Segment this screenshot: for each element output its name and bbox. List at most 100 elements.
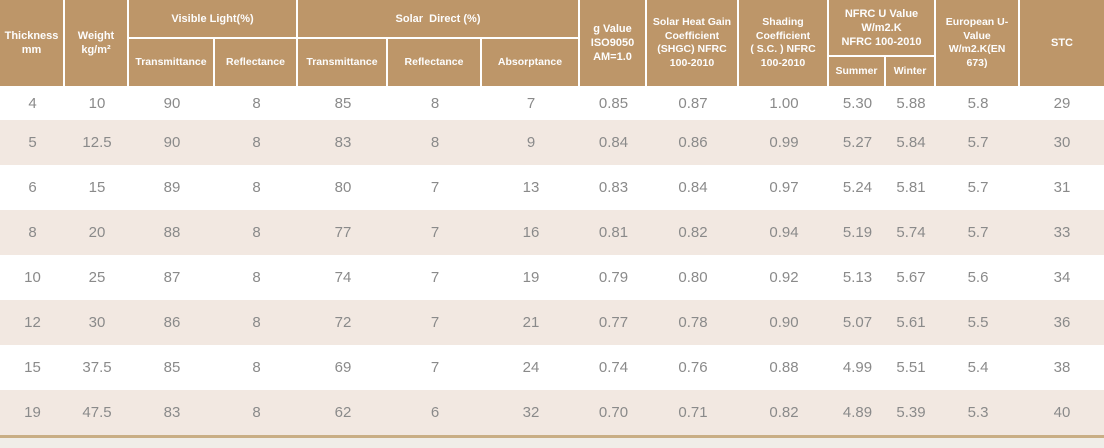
table-cell: 15 — [24, 359, 41, 376]
table-cell: 4 — [28, 94, 37, 112]
col-header-stc: STC — [1020, 0, 1104, 86]
table-cell: 9 — [526, 134, 536, 151]
table-body: 4 10 90 8 85 8 7 0.85 0.87 1.00 5.30 5.88 5.8 29 5 12.5… — [0, 86, 1104, 435]
col-header-solar-transmittance: Transmittance — [298, 39, 388, 86]
col-header-solar-reflectance: Reflectance — [388, 39, 482, 86]
col-header-thickness: Thickness mm — [0, 0, 65, 86]
table-cell: 0.70 — [598, 404, 629, 421]
col-header-visible-transmittance: Transmittance — [129, 39, 215, 86]
table-cell: 8 — [252, 404, 261, 421]
table-cell: 10 — [24, 269, 41, 286]
table-cell: 85 — [334, 94, 352, 112]
table-cell: 62 — [334, 404, 352, 421]
table-row: 10 25 87 8 74 7 19 0.79 0.80 0.92 5.13 5.67 5.6 34 — [0, 255, 1104, 300]
table-cell: 0.80 — [678, 269, 708, 286]
table-cell: 0.76 — [678, 359, 708, 376]
col-group-nfrc-u-value: NFRC U Value W/m2.K NFRC 100-2010 — [829, 0, 936, 57]
table-cell: 8 — [252, 134, 261, 151]
table-cell: 5.27 — [842, 134, 873, 151]
table-cell: 5.84 — [896, 134, 926, 151]
table-cell: 0.81 — [598, 224, 629, 241]
table-cell: 5.6 — [967, 269, 989, 286]
table-cell: 5.61 — [896, 314, 926, 331]
table-row: 15 37.5 85 8 69 7 24 0.74 0.76 0.88 4.99 5.51 5.4 38 — [0, 345, 1104, 390]
table-cell: 69 — [334, 359, 352, 376]
table-cell: 34 — [1053, 269, 1071, 286]
table-cell: 7 — [430, 314, 440, 331]
table-cell: 83 — [334, 134, 352, 151]
table-cell: 0.85 — [598, 94, 629, 112]
table-cell: 0.79 — [598, 269, 629, 286]
table-cell: 0.82 — [678, 224, 708, 241]
table-row: 19 47.5 83 8 62 6 32 0.70 0.71 0.82 4.89 5.39 5.3 40 — [0, 390, 1104, 435]
table-cell: 0.97 — [769, 179, 799, 196]
table-cell: 5.39 — [896, 404, 926, 421]
table-cell: 8 — [252, 359, 261, 376]
table-cell: 8 — [252, 314, 261, 331]
table-cell: 80 — [334, 179, 352, 196]
table-cell: 0.82 — [769, 404, 799, 421]
table-cell: 74 — [334, 269, 352, 286]
table-cell: 7 — [430, 179, 440, 196]
table-cell: 5.81 — [896, 179, 926, 196]
table-cell: 5.4 — [967, 359, 989, 376]
table-cell: 0.87 — [678, 94, 708, 112]
table-cell: 29 — [1053, 94, 1071, 112]
table-cell: 36 — [1053, 314, 1071, 331]
table-cell: 0.77 — [598, 314, 629, 331]
table-cell: 0.99 — [769, 134, 799, 151]
table-cell: 5.74 — [896, 224, 926, 241]
col-header-solar-absorptance: Absorptance — [482, 39, 580, 86]
table-cell: 33 — [1053, 224, 1071, 241]
table-cell: 7 — [430, 359, 440, 376]
table-cell: 31 — [1053, 179, 1071, 196]
table-cell: 0.78 — [678, 314, 708, 331]
table-row: 6 15 89 8 80 7 13 0.83 0.84 0.97 5.24 5.81 5.7 31 — [0, 165, 1104, 210]
table-cell: 37.5 — [82, 359, 112, 376]
table-cell: 87 — [163, 269, 181, 286]
table-cell: 8 — [28, 224, 37, 241]
table-cell: 5.7 — [967, 134, 989, 151]
table-cell: 20 — [88, 224, 106, 241]
table-cell: 5.7 — [967, 224, 989, 241]
table-cell: 0.83 — [598, 179, 629, 196]
table-cell: 30 — [1053, 134, 1071, 151]
col-group-visible-light: Visible Light(%) — [129, 0, 298, 39]
table-cell: 21 — [522, 314, 540, 331]
table-cell: 0.86 — [678, 134, 708, 151]
table-cell: 8 — [252, 224, 261, 241]
table-bottom-border — [0, 435, 1104, 438]
table-cell: 19 — [522, 269, 540, 286]
table-cell: 0.90 — [769, 314, 799, 331]
table-cell: 0.74 — [598, 359, 629, 376]
table-cell: 5.51 — [896, 359, 926, 376]
table-cell: 12.5 — [82, 134, 112, 151]
table-row: 8 20 88 8 77 7 16 0.81 0.82 0.94 5.19 5.74 5.7 33 — [0, 210, 1104, 255]
col-header-g-value: g Value ISO9050 AM=1.0 — [580, 0, 647, 86]
table-cell: 85 — [163, 359, 181, 376]
table-cell: 8 — [430, 94, 440, 112]
table-cell: 47.5 — [82, 404, 112, 421]
table-row: 12 30 86 8 72 7 21 0.77 0.78 0.90 5.07 5.61 5.5 36 — [0, 300, 1104, 345]
col-header-winter: Winter — [886, 57, 936, 86]
table-row: 5 12.5 90 8 83 8 9 0.84 0.86 0.99 5.27 5.84 5.7 30 — [0, 120, 1104, 165]
table-cell: 19 — [24, 404, 41, 421]
table-cell: 86 — [163, 314, 181, 331]
table-cell: 4.99 — [842, 359, 873, 376]
table-cell: 6 — [430, 404, 440, 421]
table-cell: 16 — [522, 224, 540, 241]
table-cell: 5.19 — [842, 224, 873, 241]
table-cell: 72 — [334, 314, 352, 331]
table-cell: 5.88 — [896, 94, 926, 112]
table-cell: 1.00 — [769, 94, 799, 112]
col-header-weight: Weight kg/m² — [65, 0, 129, 86]
table-cell: 5 — [28, 134, 37, 151]
table-cell: 6 — [28, 179, 37, 196]
table-cell: 5.67 — [896, 269, 926, 286]
table-cell: 90 — [163, 134, 181, 151]
table-cell: 0.84 — [678, 179, 708, 196]
table-cell: 0.92 — [769, 269, 799, 286]
table-cell: 0.88 — [769, 359, 799, 376]
col-header-shading-coefficient: Shading Coefficient ( S.C. ) NFRC 100-20… — [739, 0, 829, 86]
